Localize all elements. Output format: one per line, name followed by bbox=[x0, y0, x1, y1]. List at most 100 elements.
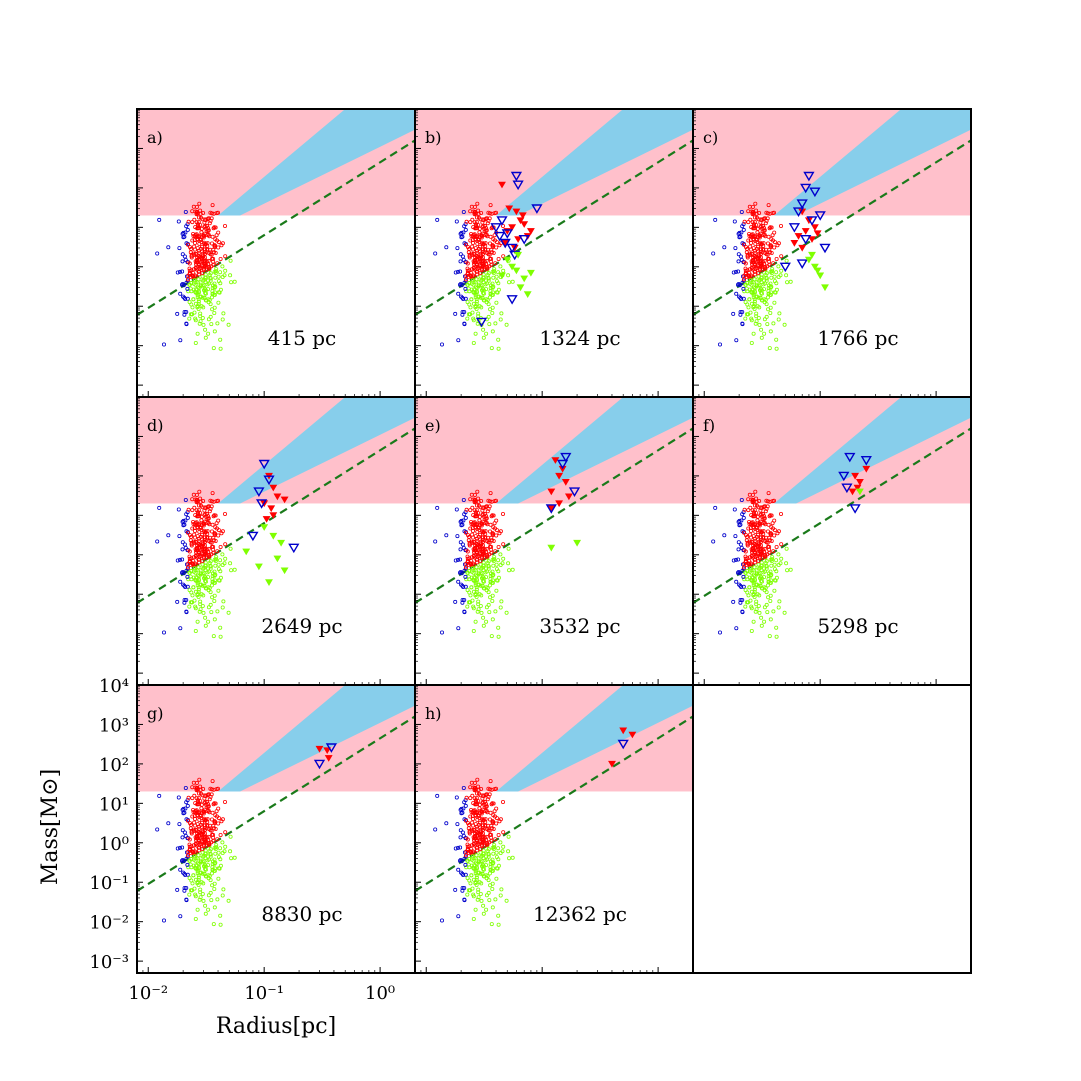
core-point bbox=[199, 534, 204, 539]
core-point bbox=[473, 331, 478, 336]
core-point bbox=[474, 590, 479, 595]
core-point bbox=[215, 261, 220, 266]
core-point bbox=[194, 836, 199, 841]
core-point bbox=[435, 793, 440, 798]
core-point bbox=[738, 312, 743, 317]
core-point bbox=[757, 322, 762, 327]
core-point bbox=[185, 872, 190, 877]
core-point bbox=[202, 810, 207, 815]
core-point bbox=[206, 907, 211, 912]
core-point bbox=[462, 309, 467, 314]
core-point bbox=[761, 233, 766, 238]
core-point bbox=[215, 837, 220, 842]
core-point bbox=[478, 871, 483, 876]
resolved-core-marker bbox=[608, 760, 616, 768]
core-point bbox=[161, 342, 166, 347]
core-point bbox=[749, 340, 754, 345]
core-point bbox=[481, 615, 486, 620]
core-point bbox=[770, 211, 775, 216]
core-point bbox=[202, 530, 207, 535]
core-point bbox=[754, 511, 759, 516]
blue-region bbox=[496, 685, 693, 792]
core-point bbox=[474, 503, 479, 508]
core-point bbox=[774, 256, 779, 261]
core-point bbox=[745, 540, 750, 545]
y-tick-label: 10⁻¹ bbox=[89, 873, 129, 894]
core-point bbox=[496, 256, 501, 261]
core-point bbox=[501, 830, 506, 835]
resolved-core-marker bbox=[555, 500, 564, 508]
core-point bbox=[189, 600, 194, 605]
core-point bbox=[493, 549, 498, 554]
core-point bbox=[465, 604, 470, 609]
core-point bbox=[749, 629, 754, 634]
core-point bbox=[770, 521, 775, 526]
resolved-core-marker bbox=[851, 472, 860, 480]
core-point bbox=[199, 822, 204, 827]
core-point bbox=[228, 834, 233, 839]
core-point bbox=[477, 841, 482, 846]
core-point bbox=[463, 872, 468, 877]
core-point bbox=[475, 897, 480, 902]
y-tick-label: 10⁻² bbox=[89, 913, 129, 934]
core-point bbox=[467, 289, 472, 294]
core-point bbox=[460, 312, 465, 317]
core-point bbox=[193, 629, 198, 634]
core-point bbox=[187, 842, 192, 847]
core-point bbox=[220, 317, 225, 322]
core-point bbox=[196, 512, 201, 517]
core-point bbox=[465, 261, 470, 266]
core-point bbox=[749, 521, 754, 526]
core-point bbox=[221, 311, 226, 316]
resolved-core-marker bbox=[269, 512, 278, 519]
core-point bbox=[458, 845, 463, 850]
core-point bbox=[155, 827, 160, 832]
core-point bbox=[197, 609, 202, 614]
core-point bbox=[484, 876, 489, 881]
core-point bbox=[190, 497, 195, 502]
core-point bbox=[460, 888, 465, 893]
core-point bbox=[192, 854, 197, 859]
core-point bbox=[203, 874, 208, 879]
panel-h: h)12362 pc bbox=[414, 684, 694, 974]
core-point bbox=[475, 529, 480, 534]
core-point bbox=[501, 254, 506, 259]
core-point bbox=[751, 579, 756, 584]
core-point bbox=[753, 201, 758, 206]
core-point bbox=[752, 590, 757, 595]
core-point bbox=[195, 255, 200, 260]
resolved-core-marker bbox=[551, 457, 560, 464]
core-point bbox=[762, 619, 767, 624]
core-point bbox=[213, 270, 218, 275]
core-point bbox=[213, 559, 218, 564]
core-point bbox=[472, 555, 477, 560]
core-point bbox=[762, 216, 767, 221]
core-point bbox=[192, 532, 197, 537]
core-point bbox=[751, 255, 756, 260]
core-point bbox=[506, 561, 511, 566]
resolved-core-marker bbox=[808, 236, 816, 243]
core-point bbox=[472, 492, 477, 497]
core-point bbox=[218, 270, 223, 275]
core-point bbox=[192, 217, 197, 222]
core-point bbox=[203, 223, 208, 228]
core-point bbox=[214, 499, 219, 504]
core-point bbox=[774, 545, 779, 550]
core-point bbox=[207, 561, 212, 566]
core-point bbox=[464, 507, 469, 512]
core-point bbox=[488, 291, 493, 296]
core-point bbox=[218, 337, 223, 342]
core-point bbox=[166, 245, 171, 250]
core-point bbox=[475, 250, 480, 255]
core-point bbox=[206, 792, 211, 797]
core-point bbox=[191, 810, 196, 815]
core-point bbox=[745, 255, 750, 260]
core-point bbox=[507, 568, 512, 573]
core-point bbox=[472, 548, 477, 553]
core-point bbox=[465, 300, 470, 305]
core-point bbox=[749, 232, 754, 237]
core-point bbox=[762, 226, 767, 231]
core-point bbox=[742, 530, 747, 535]
core-point bbox=[180, 557, 185, 562]
core-point bbox=[764, 566, 769, 571]
